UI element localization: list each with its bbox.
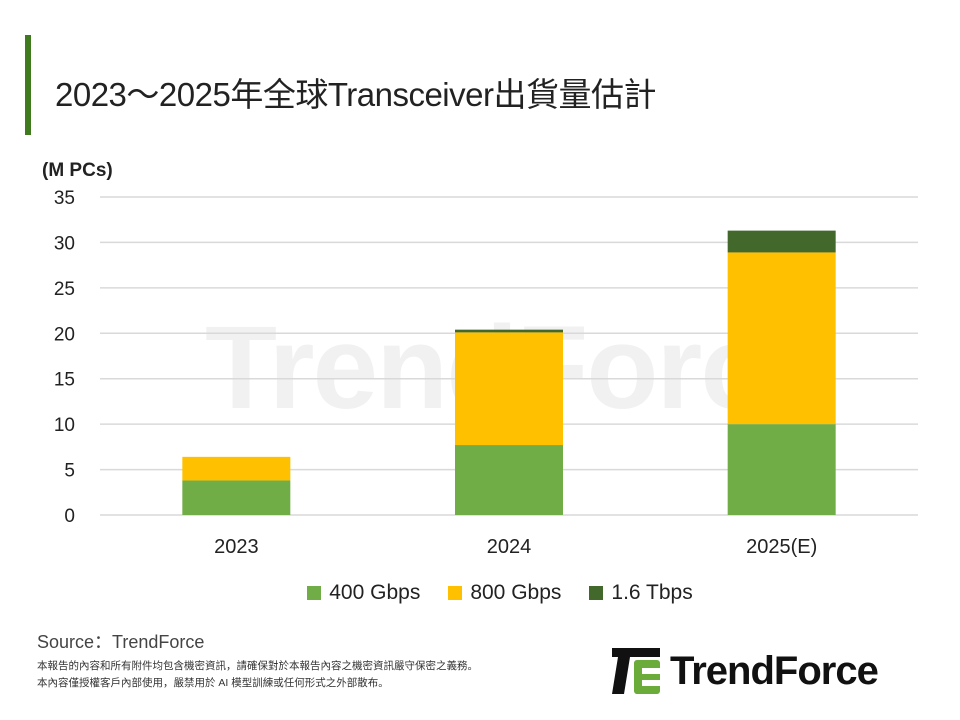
legend-label: 400 Gbps bbox=[329, 581, 421, 604]
x-tick-label: 2023 bbox=[214, 536, 259, 558]
y-tick-label: 0 bbox=[64, 506, 75, 527]
page-title: 2023～2025年全球Transceiver出貨量估計 bbox=[55, 76, 656, 113]
bar-segment-800-gbps bbox=[727, 252, 836, 425]
bar-segment-800-gbps bbox=[182, 456, 291, 481]
bar-segment-1-6-tbps bbox=[727, 230, 836, 253]
x-tick-label: 2024 bbox=[487, 536, 532, 558]
y-tick-label: 25 bbox=[54, 279, 75, 300]
title-accent-bar bbox=[25, 35, 31, 135]
trendforce-logo: TrendForce bbox=[612, 648, 879, 694]
legend: 400 Gbps 800 Gbps 1.6 Tbps bbox=[0, 581, 960, 605]
legend-swatch bbox=[448, 586, 463, 600]
trendforce-logo-icon bbox=[612, 648, 660, 694]
logo-text: TrendForce bbox=[670, 648, 879, 693]
y-axis-label: (M PCs) bbox=[42, 160, 113, 181]
bar-segment-1-6-tbps bbox=[455, 329, 563, 333]
legend-item: 800 Gbps bbox=[448, 581, 561, 605]
bar-segment-400-gbps bbox=[727, 424, 836, 515]
y-tick-label: 15 bbox=[54, 370, 75, 391]
bar-segment-800-gbps bbox=[455, 332, 563, 446]
confidentiality-note: 本報告的內容和所有附件均包含機密資訊，請確保對於本報告內容之機密資訊嚴守保密之義… bbox=[37, 660, 478, 672]
legend-item: 1.6 Tbps bbox=[589, 581, 693, 605]
legend-label: 1.6 Tbps bbox=[611, 581, 693, 604]
y-tick-label: 30 bbox=[54, 233, 75, 254]
legend-swatch bbox=[307, 586, 322, 600]
legend-item: 400 Gbps bbox=[307, 581, 420, 605]
y-tick-label: 5 bbox=[64, 461, 75, 482]
legend-label: 800 Gbps bbox=[470, 581, 562, 604]
bar-segment-400-gbps bbox=[182, 480, 291, 515]
legend-swatch bbox=[589, 586, 604, 600]
x-tick-label: 2025(E) bbox=[746, 536, 817, 558]
y-tick-label: 20 bbox=[54, 324, 75, 345]
source-text: Source：TrendForce bbox=[37, 632, 205, 652]
bar-segment-400-gbps bbox=[455, 445, 563, 515]
y-tick-label: 10 bbox=[54, 415, 75, 436]
y-tick-label: 35 bbox=[54, 188, 75, 209]
usage-note: 本內容僅授權客戶內部使用，嚴禁用於 AI 模型訓練或任何形式之外部散布。 bbox=[37, 677, 389, 689]
